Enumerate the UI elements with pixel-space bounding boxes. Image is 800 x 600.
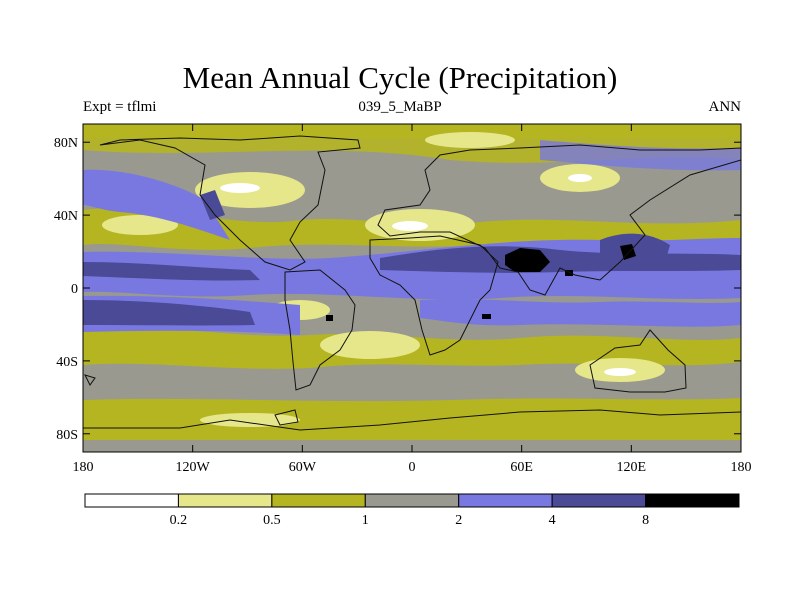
colorbar-label: 0.2 bbox=[170, 513, 188, 528]
y-axis: 80N 40N 0 40S 80S bbox=[54, 136, 741, 443]
colorbar-swatch bbox=[271, 493, 366, 508]
x-tick-label: 180 bbox=[73, 460, 94, 475]
precipitation-field bbox=[83, 124, 741, 452]
coastline-antarctica bbox=[83, 409, 741, 431]
coastline-north-america bbox=[99, 135, 361, 271]
experiment-label: Expt = tflmi bbox=[83, 99, 157, 115]
y-tick-label: 0 bbox=[71, 282, 78, 297]
run-label: 039_5_MaBP bbox=[358, 99, 442, 115]
x-tick-label: 180 bbox=[731, 460, 752, 475]
coastlines bbox=[83, 135, 741, 431]
coastline-island-2 bbox=[84, 374, 96, 386]
colorbar-swatch bbox=[551, 493, 647, 508]
colorbar: 0.2 0.5 1 2 4 8 bbox=[84, 493, 740, 528]
colorbar-swatch bbox=[645, 493, 740, 508]
chart-title: Mean Annual Cycle (Precipitation) bbox=[182, 60, 618, 95]
colorbar-label: 2 bbox=[455, 513, 462, 528]
season-label: ANN bbox=[708, 99, 742, 115]
colorbar-label: 1 bbox=[362, 513, 369, 528]
colorbar-label: 8 bbox=[642, 513, 649, 528]
coastline-australia bbox=[589, 329, 687, 393]
y-tick-label: 40N bbox=[54, 209, 78, 224]
colorbar-label: 4 bbox=[549, 513, 556, 528]
coastline-island-1 bbox=[274, 409, 299, 426]
x-tick-label: 60W bbox=[289, 460, 317, 475]
x-tick-label: 120E bbox=[617, 460, 647, 475]
colorbar-swatch bbox=[84, 493, 179, 508]
colorbar-swatch bbox=[177, 493, 273, 508]
coastline-south-america bbox=[284, 269, 356, 391]
colorbar-swatch bbox=[458, 493, 553, 508]
coastline-eurasia bbox=[377, 144, 741, 296]
y-tick-label: 80N bbox=[54, 136, 78, 151]
coastline-africa bbox=[369, 235, 499, 356]
y-tick-label: 80S bbox=[56, 428, 78, 443]
x-tick-label: 120W bbox=[176, 460, 211, 475]
y-tick-label: 40S bbox=[56, 355, 78, 370]
colorbar-label: 0.5 bbox=[263, 513, 281, 528]
x-axis: 180 120W 60W 0 60E 120E 180 bbox=[73, 124, 752, 475]
x-tick-label: 0 bbox=[409, 460, 416, 475]
colorbar-swatch bbox=[364, 493, 460, 508]
x-tick-label: 60E bbox=[510, 460, 533, 475]
